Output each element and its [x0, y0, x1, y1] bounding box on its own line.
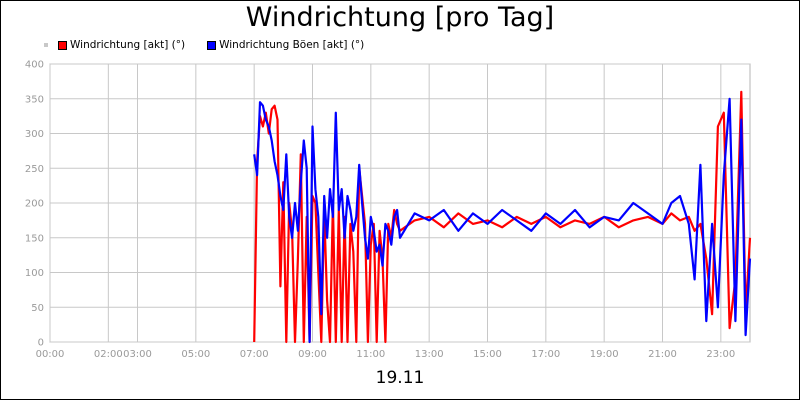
y-tick-label: 50: [31, 303, 44, 314]
x-tick-label: 19:00: [590, 349, 619, 360]
y-tick-label: 250: [25, 164, 44, 175]
legend-label: Windrichtung [akt] (°): [70, 39, 186, 51]
x-tick-label: 05:00: [181, 349, 210, 360]
chart-title: Windrichtung [pro Tag]: [245, 2, 555, 33]
x-tick-label: 00:00: [36, 349, 65, 360]
series-line-gust-direction: [253, 97, 752, 344]
legend-label: Windrichtung Böen [akt] (°): [219, 39, 365, 51]
x-tick-label: 09:00: [298, 349, 327, 360]
y-tick-label: 0: [38, 338, 44, 349]
x-tick-label: 07:00: [240, 349, 269, 360]
legend-swatch-red: [58, 40, 67, 50]
series-line-wind-direction: [253, 90, 752, 344]
y-tick-label: 300: [25, 129, 44, 140]
y-tick-label: 100: [25, 268, 44, 279]
x-tick-label: 02:00: [94, 349, 123, 360]
x-tick-label: 11:00: [356, 349, 385, 360]
x-tick-label: 13:00: [415, 349, 444, 360]
legend-toggle-icon[interactable]: [44, 43, 48, 47]
x-tick-label: 17:00: [531, 349, 560, 360]
x-tick-label: 23:00: [706, 349, 735, 360]
y-tick-label: 200: [25, 199, 44, 210]
y-tick-label: 350: [25, 94, 44, 105]
legend: Windrichtung [akt] (°) Windrichtung Böen…: [44, 38, 386, 52]
x-tick-label: 15:00: [473, 349, 502, 360]
x-tick-label: 21:00: [648, 349, 677, 360]
x-tick-label: 03:00: [123, 349, 152, 360]
legend-swatch-blue: [207, 40, 217, 50]
y-tick-label: 150: [25, 233, 44, 244]
legend-item-wind-direction[interactable]: Windrichtung [akt] (°): [58, 39, 185, 51]
legend-item-gust-direction[interactable]: Windrichtung Böen [akt] (°): [207, 39, 364, 51]
x-axis-label: 19.11: [375, 368, 425, 388]
y-tick-label: 400: [25, 60, 44, 71]
